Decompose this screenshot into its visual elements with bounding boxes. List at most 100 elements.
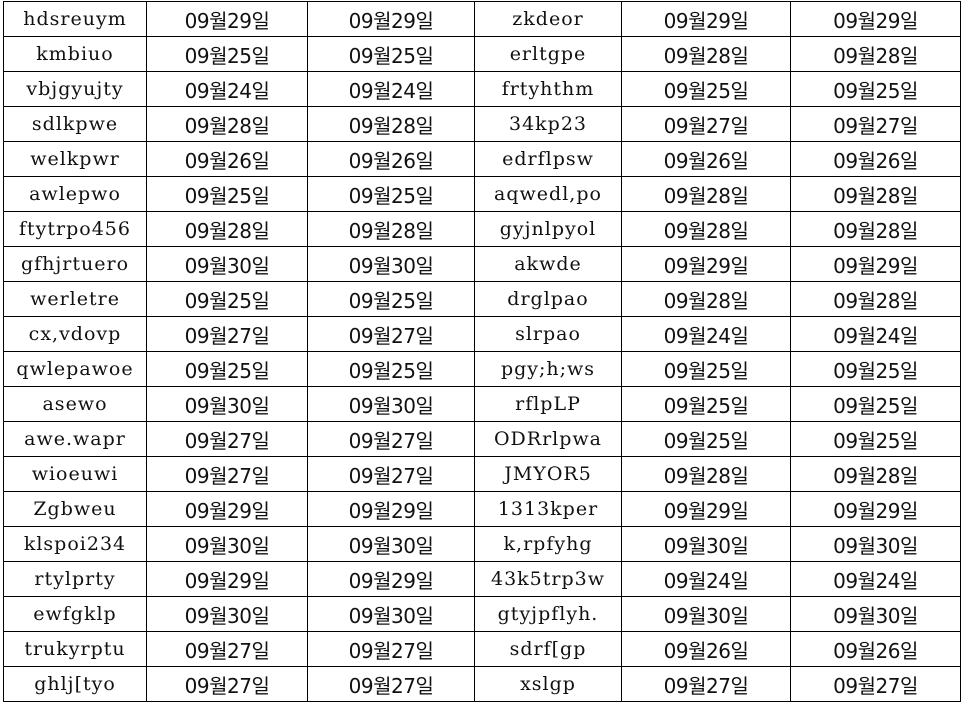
code-cell[interactable]: aqwedl,po	[474, 176, 622, 212]
date-cell[interactable]: 09월28일	[146, 106, 308, 142]
code-cell[interactable]: k,rpfyhg	[474, 526, 622, 562]
code-cell[interactable]: 1313kper	[474, 491, 622, 527]
date-cell[interactable]: 09월30일	[307, 386, 475, 422]
date-cell[interactable]: 09월29일	[307, 561, 475, 597]
name-cell[interactable]: trukyrptu	[3, 631, 147, 667]
name-cell[interactable]: awe.wapr	[3, 421, 147, 457]
date-cell[interactable]: 09월27일	[146, 421, 308, 457]
date-cell[interactable]: 09월29일	[790, 491, 961, 527]
date-cell[interactable]: 09월27일	[790, 666, 961, 702]
date-cell[interactable]: 09월28일	[790, 281, 961, 317]
code-cell[interactable]: pgy;h;ws	[474, 351, 622, 387]
date-cell[interactable]: 09월30일	[621, 526, 791, 562]
name-cell[interactable]: kmbiuo	[3, 36, 147, 72]
date-cell[interactable]: 09월25일	[790, 351, 961, 387]
date-cell[interactable]: 09월28일	[790, 211, 961, 247]
date-cell[interactable]: 09월30일	[307, 526, 475, 562]
date-cell[interactable]: 09월25일	[790, 421, 961, 457]
name-cell[interactable]: klspoi234	[3, 526, 147, 562]
date-cell[interactable]: 09월24일	[621, 561, 791, 597]
name-cell[interactable]: sdlkpwe	[3, 106, 147, 142]
date-cell[interactable]: 09월26일	[146, 141, 308, 177]
code-cell[interactable]: zkdeor	[474, 1, 622, 37]
date-cell[interactable]: 09월30일	[146, 246, 308, 282]
date-cell[interactable]: 09월30일	[790, 526, 961, 562]
name-cell[interactable]: qwlepawoe	[3, 351, 147, 387]
date-cell[interactable]: 09월30일	[790, 596, 961, 632]
name-cell[interactable]: wioeuwi	[3, 456, 147, 492]
date-cell[interactable]: 09월26일	[621, 141, 791, 177]
date-cell[interactable]: 09월29일	[621, 246, 791, 282]
date-cell[interactable]: 09월24일	[307, 71, 475, 107]
name-cell[interactable]: werletre	[3, 281, 147, 317]
name-cell[interactable]: hdsreuym	[3, 1, 147, 37]
date-cell[interactable]: 09월26일	[790, 631, 961, 667]
date-cell[interactable]: 09월29일	[621, 491, 791, 527]
code-cell[interactable]: 43k5trp3w	[474, 561, 622, 597]
code-cell[interactable]: xslgp	[474, 666, 622, 702]
code-cell[interactable]: ODRrlpwa	[474, 421, 622, 457]
code-cell[interactable]: sdrf[gp	[474, 631, 622, 667]
date-cell[interactable]: 09월26일	[307, 141, 475, 177]
date-cell[interactable]: 09월25일	[621, 351, 791, 387]
date-cell[interactable]: 09월25일	[790, 386, 961, 422]
code-cell[interactable]: erltgpe	[474, 36, 622, 72]
date-cell[interactable]: 09월28일	[307, 106, 475, 142]
code-cell[interactable]: edrflpsw	[474, 141, 622, 177]
name-cell[interactable]: vbjgyujty	[3, 71, 147, 107]
name-cell[interactable]: cx,vdovp	[3, 316, 147, 352]
date-cell[interactable]: 09월28일	[146, 211, 308, 247]
date-cell[interactable]: 09월30일	[146, 526, 308, 562]
date-cell[interactable]: 09월29일	[307, 1, 475, 37]
date-cell[interactable]: 09월25일	[790, 71, 961, 107]
date-cell[interactable]: 09월30일	[621, 596, 791, 632]
date-cell[interactable]: 09월29일	[146, 561, 308, 597]
date-cell[interactable]: 09월27일	[146, 631, 308, 667]
date-cell[interactable]: 09월27일	[146, 456, 308, 492]
date-cell[interactable]: 09월25일	[621, 71, 791, 107]
name-cell[interactable]: ghlj[tyo	[3, 666, 147, 702]
code-cell[interactable]: gtyjpflyh.	[474, 596, 622, 632]
date-cell[interactable]: 09월24일	[621, 316, 791, 352]
date-cell[interactable]: 09월28일	[621, 36, 791, 72]
code-cell[interactable]: rflpLP	[474, 386, 622, 422]
date-cell[interactable]: 09월24일	[790, 316, 961, 352]
date-cell[interactable]: 09월28일	[307, 211, 475, 247]
date-cell[interactable]: 09월27일	[621, 106, 791, 142]
code-cell[interactable]: JMYOR5	[474, 456, 622, 492]
code-cell[interactable]: slrpao	[474, 316, 622, 352]
date-cell[interactable]: 09월25일	[307, 351, 475, 387]
date-cell[interactable]: 09월28일	[621, 456, 791, 492]
date-cell[interactable]: 09월30일	[307, 246, 475, 282]
name-cell[interactable]: Zgbweu	[3, 491, 147, 527]
name-cell[interactable]: rtylprty	[3, 561, 147, 597]
date-cell[interactable]: 09월28일	[621, 211, 791, 247]
date-cell[interactable]: 09월28일	[790, 176, 961, 212]
date-cell[interactable]: 09월27일	[790, 106, 961, 142]
date-cell[interactable]: 09월29일	[146, 1, 308, 37]
name-cell[interactable]: awlepwo	[3, 176, 147, 212]
date-cell[interactable]: 09월25일	[307, 176, 475, 212]
date-cell[interactable]: 09월27일	[307, 631, 475, 667]
date-cell[interactable]: 09월27일	[146, 666, 308, 702]
date-cell[interactable]: 09월29일	[307, 491, 475, 527]
date-cell[interactable]: 09월30일	[307, 596, 475, 632]
date-cell[interactable]: 09월24일	[146, 71, 308, 107]
date-cell[interactable]: 09월25일	[307, 281, 475, 317]
date-cell[interactable]: 09월30일	[146, 596, 308, 632]
date-cell[interactable]: 09월25일	[146, 281, 308, 317]
date-cell[interactable]: 09월28일	[790, 36, 961, 72]
date-cell[interactable]: 09월26일	[621, 631, 791, 667]
date-cell[interactable]: 09월29일	[146, 491, 308, 527]
name-cell[interactable]: ftytrpo456	[3, 211, 147, 247]
date-cell[interactable]: 09월27일	[307, 421, 475, 457]
date-cell[interactable]: 09월28일	[621, 281, 791, 317]
name-cell[interactable]: ewfgklp	[3, 596, 147, 632]
date-cell[interactable]: 09월27일	[307, 666, 475, 702]
date-cell[interactable]: 09월25일	[146, 36, 308, 72]
name-cell[interactable]: asewo	[3, 386, 147, 422]
code-cell[interactable]: 34kp23	[474, 106, 622, 142]
date-cell[interactable]: 09월29일	[790, 246, 961, 282]
code-cell[interactable]: drglpao	[474, 281, 622, 317]
date-cell[interactable]: 09월28일	[621, 176, 791, 212]
